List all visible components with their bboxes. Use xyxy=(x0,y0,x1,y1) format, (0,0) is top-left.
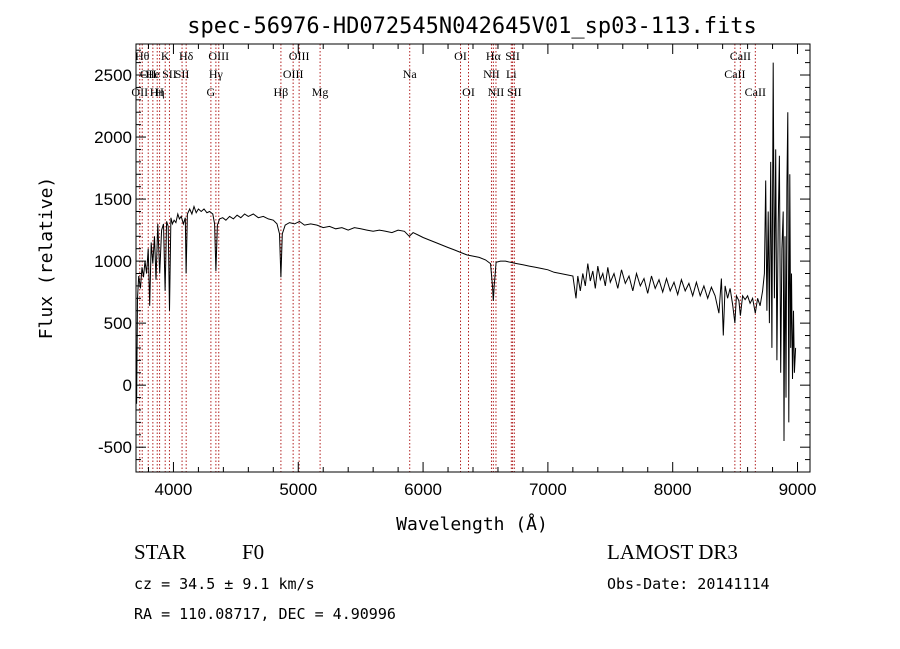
line-label-0: Hθ xyxy=(135,49,150,63)
line-label-18: OI xyxy=(454,49,467,63)
spectral-line-labels: HθOIIOIIHeHηHKSIIHδSIIGHγOIIIHβOIIIOIIIM… xyxy=(131,49,766,99)
line-label-25: SII xyxy=(507,85,522,99)
line-label-14: OIII xyxy=(283,67,304,81)
y-tick-label-3: 1000 xyxy=(94,252,132,271)
chart-title: spec-56976-HD072545N042645V01_sp03-113.f… xyxy=(187,14,757,39)
spectral-line-markers xyxy=(139,44,756,472)
line-label-27: CaII xyxy=(730,49,751,63)
x-tick-label-4: 8000 xyxy=(654,480,692,499)
line-label-4: Hη xyxy=(150,85,165,99)
line-label-16: Mg xyxy=(312,85,329,99)
plot-frame xyxy=(135,43,811,473)
x-axis-ticks: 4000 5000 6000 7000 8000 9000 xyxy=(147,44,817,499)
redshift-cz: cz = 34.5 ± 9.1 km/s xyxy=(134,575,315,593)
line-label-28: CaII xyxy=(745,85,766,99)
line-label-3: He xyxy=(146,67,160,81)
x-tick-label-0: 4000 xyxy=(155,480,193,499)
line-label-15: OIII xyxy=(289,49,310,63)
line-label-12: OIII xyxy=(208,49,229,63)
line-label-13: Hβ xyxy=(274,85,289,99)
x-tick-label-2: 6000 xyxy=(404,480,442,499)
line-label-23: Li xyxy=(506,67,517,81)
y-tick-label-0: -500 xyxy=(98,438,132,457)
x-tick-label-3: 7000 xyxy=(529,480,567,499)
object-subclass: F0 xyxy=(242,540,264,564)
y-axis-ticks: -500 0 500 1000 1500 2000 2500 xyxy=(94,49,810,461)
spectrum-series-line xyxy=(135,62,797,442)
line-label-5: H xyxy=(155,85,164,99)
line-label-7: SII xyxy=(162,67,177,81)
y-tick-label-2: 500 xyxy=(104,314,132,333)
line-label-6: K xyxy=(161,49,170,63)
sky-coordinates: RA = 110.08717, DEC = 4.90996 xyxy=(134,605,396,623)
y-tick-label-1: 0 xyxy=(123,376,132,395)
y-tick-label-5: 2000 xyxy=(94,128,132,147)
y-tick-label-4: 1500 xyxy=(94,190,132,209)
x-axis-label: Wavelength (Å) xyxy=(396,513,548,535)
line-label-9: SII xyxy=(175,67,190,81)
line-label-24: SII xyxy=(505,49,520,63)
observation-date: Obs-Date: 20141114 xyxy=(607,575,770,593)
line-label-1: OII xyxy=(140,67,157,81)
y-axis-label: Flux (relative) xyxy=(36,177,57,340)
line-label-21: Hα xyxy=(486,49,502,63)
line-label-10: G xyxy=(207,85,216,99)
line-label-11: Hγ xyxy=(209,67,224,81)
object-class: STAR xyxy=(134,540,186,564)
survey-name: LAMOST DR3 xyxy=(607,540,738,564)
line-label-26: CaII xyxy=(724,67,745,81)
y-tick-label-6: 2500 xyxy=(94,66,132,85)
line-label-8: Hδ xyxy=(179,49,194,63)
line-label-22: NII xyxy=(488,85,505,99)
line-label-19: OI xyxy=(462,85,475,99)
x-tick-label-1: 5000 xyxy=(279,480,317,499)
x-tick-label-5: 9000 xyxy=(779,480,817,499)
line-label-20: NII xyxy=(483,67,500,81)
line-label-17: Na xyxy=(403,67,418,81)
